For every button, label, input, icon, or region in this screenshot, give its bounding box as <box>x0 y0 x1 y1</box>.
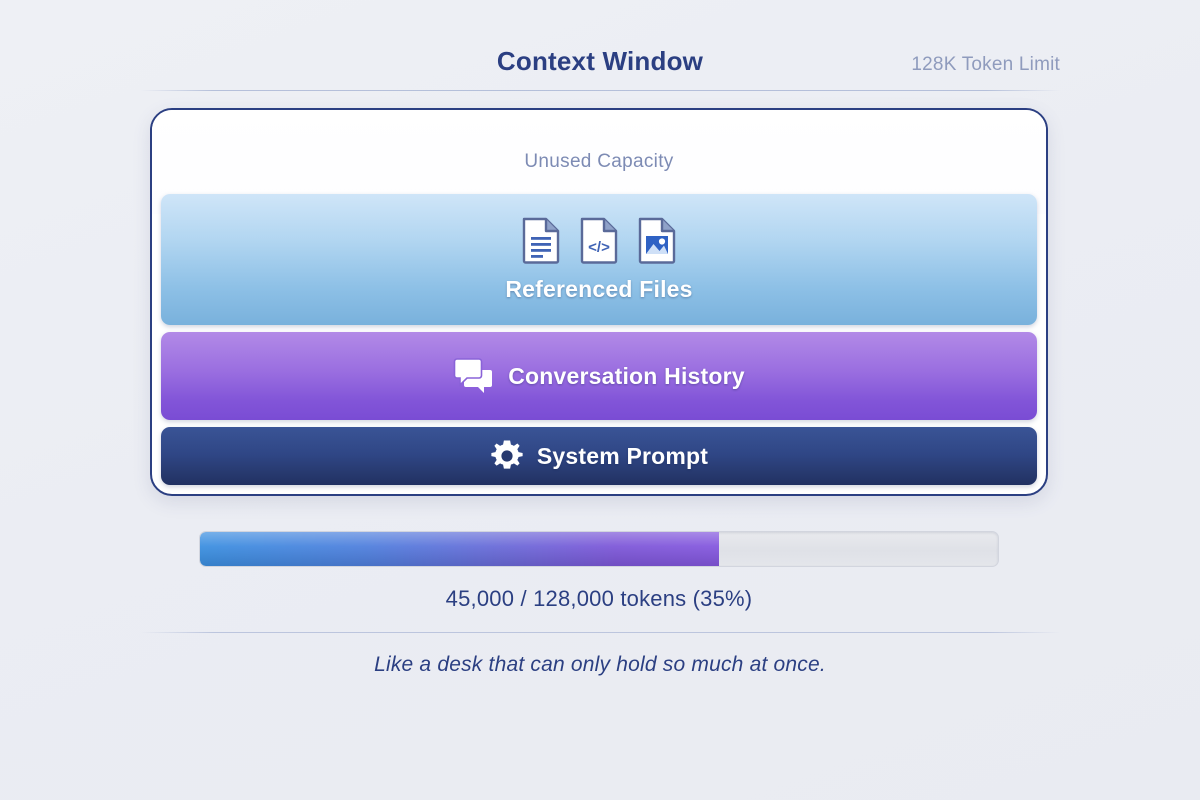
code-file-icon: </> <box>579 216 619 264</box>
progress-fill <box>200 532 719 566</box>
page-title: Context Window <box>496 46 704 76</box>
image-file-icon <box>637 216 677 264</box>
token-usage-progress-bar[interactable] <box>199 531 999 567</box>
progress-track <box>199 531 999 567</box>
footer-note: Like a desk that can only hold so much a… <box>374 653 826 676</box>
gear-icon <box>490 439 524 473</box>
file-icon-group: </> <box>521 216 677 264</box>
context-window-container: Unused Capacity </> <box>150 108 1048 496</box>
svg-text:</>: </> <box>588 239 610 256</box>
header-divider <box>140 90 1060 91</box>
conversation-history-row: Conversation History <box>453 357 745 395</box>
document-file-icon <box>521 216 561 264</box>
unused-capacity-label: Unused Capacity <box>524 151 674 172</box>
token-usage-caption: 45,000 / 128,000 tokens (35%) <box>445 586 753 611</box>
footer-divider <box>140 632 1060 633</box>
chat-bubbles-icon <box>453 357 495 395</box>
token-limit-badge: 128K Token Limit <box>911 54 1060 75</box>
segment-conversation-history[interactable]: Conversation History <box>161 332 1037 420</box>
segment-referenced-files[interactable]: </> Referenced Files <box>161 194 1037 325</box>
segment-label-referenced-files: Referenced Files <box>505 276 693 302</box>
segment-label-system-prompt: System Prompt <box>536 442 709 469</box>
segment-system-prompt[interactable]: System Prompt <box>161 427 1037 485</box>
system-prompt-row: System Prompt <box>490 439 708 473</box>
segment-label-conversation-history: Conversation History <box>508 362 745 389</box>
header: Context Window 128K Token Limit <box>140 38 1060 94</box>
